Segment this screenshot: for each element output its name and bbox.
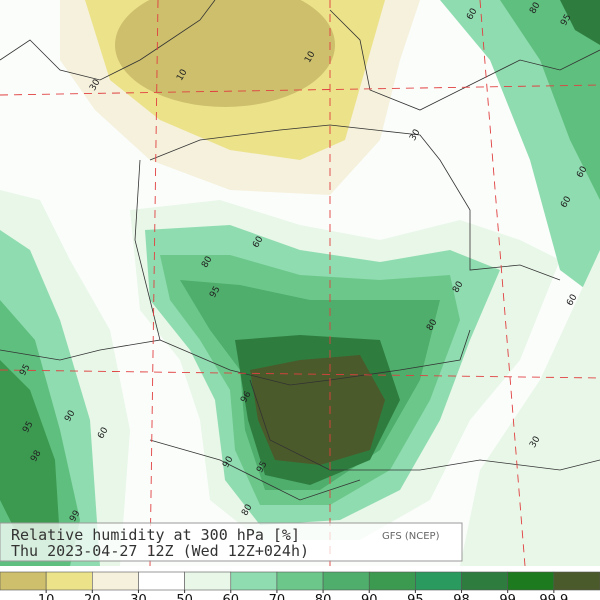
colorbar-segment [138, 571, 185, 591]
contour-label: 95 [21, 420, 35, 435]
humidity-field [500, 0, 600, 200]
colorbar-segment [276, 571, 324, 591]
colorbar-label: 80 [315, 593, 332, 600]
colorbar-label: 20 [84, 593, 101, 600]
title-box [0, 522, 463, 562]
colorbar-label: 10 [38, 593, 55, 600]
colorbar-segment [322, 571, 370, 591]
colorbar-segment [553, 571, 600, 591]
colorbar-label: 30 [130, 593, 147, 600]
colorbar-label: 99 [499, 593, 516, 600]
contour-label: 95 [255, 460, 269, 475]
colorbar-label: 90 [361, 593, 378, 600]
colorbar-segment [368, 571, 416, 591]
colorbar-segment [184, 571, 232, 591]
humidity-field [460, 250, 600, 566]
contour-label: 95 [208, 285, 222, 300]
colorbar-label: 95 [407, 593, 424, 600]
colorbar-segment [507, 571, 555, 591]
humidity-field [250, 355, 385, 465]
graticule [0, 0, 600, 567]
colorbar-label: 70 [269, 593, 286, 600]
colorbar-segment [415, 571, 462, 591]
contour-label: 95 [18, 363, 32, 378]
colorbar-segment [92, 571, 139, 591]
humidity-field [560, 0, 600, 45]
contour-label: 95 [559, 13, 573, 28]
humidity-field [0, 360, 60, 540]
humidity-field [115, 0, 335, 107]
subtitle: Thu 2023-04-27 12Z (Wed 12Z+024h) [11, 542, 309, 560]
colorbar: 10 20 30 50 60 70 80 90 95 98 99 99.9 [0, 571, 600, 600]
colorbar-segment [0, 571, 47, 591]
colorbar-segment [461, 571, 508, 591]
colorbar-segment [45, 571, 93, 591]
colorbar-label: 60 [222, 593, 239, 600]
source: GFS (NCEP) [382, 531, 440, 542]
colorbar-label: 50 [176, 593, 193, 600]
colorbar-segment [230, 571, 278, 591]
title: Relative humidity at 300 hPa [%] [11, 526, 300, 544]
colorbar-label: 98 [453, 593, 470, 600]
colorbar-label: 99.9 [539, 593, 568, 600]
